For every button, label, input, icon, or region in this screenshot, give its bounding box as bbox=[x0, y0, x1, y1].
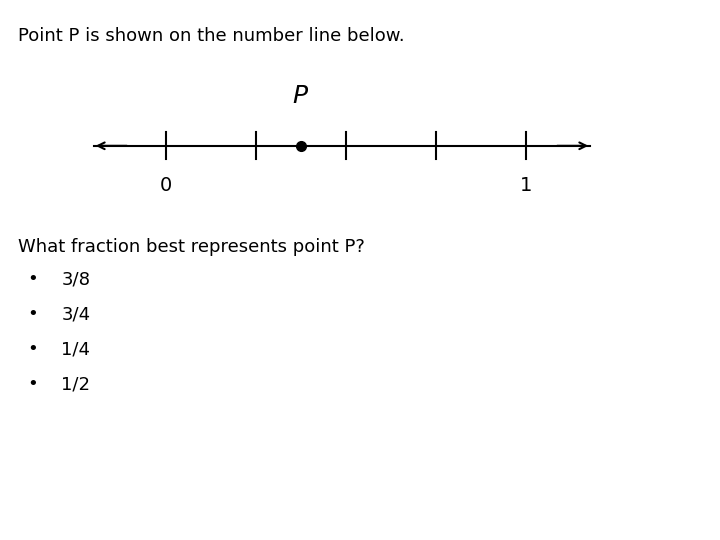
Text: 3/4: 3/4 bbox=[61, 305, 90, 323]
Text: 1/4: 1/4 bbox=[61, 340, 90, 358]
Text: 1: 1 bbox=[519, 176, 532, 194]
Text: •: • bbox=[27, 340, 37, 358]
Text: What fraction best represents point P?: What fraction best represents point P? bbox=[18, 238, 365, 255]
Text: •: • bbox=[27, 270, 37, 288]
Text: Point P is shown on the number line below.: Point P is shown on the number line belo… bbox=[18, 27, 405, 45]
Text: $P$: $P$ bbox=[292, 84, 309, 108]
Text: •: • bbox=[27, 305, 37, 323]
Text: 3/8: 3/8 bbox=[61, 270, 90, 288]
Text: 1/2: 1/2 bbox=[61, 375, 90, 393]
Text: •: • bbox=[27, 375, 37, 393]
Text: 0: 0 bbox=[159, 176, 172, 194]
